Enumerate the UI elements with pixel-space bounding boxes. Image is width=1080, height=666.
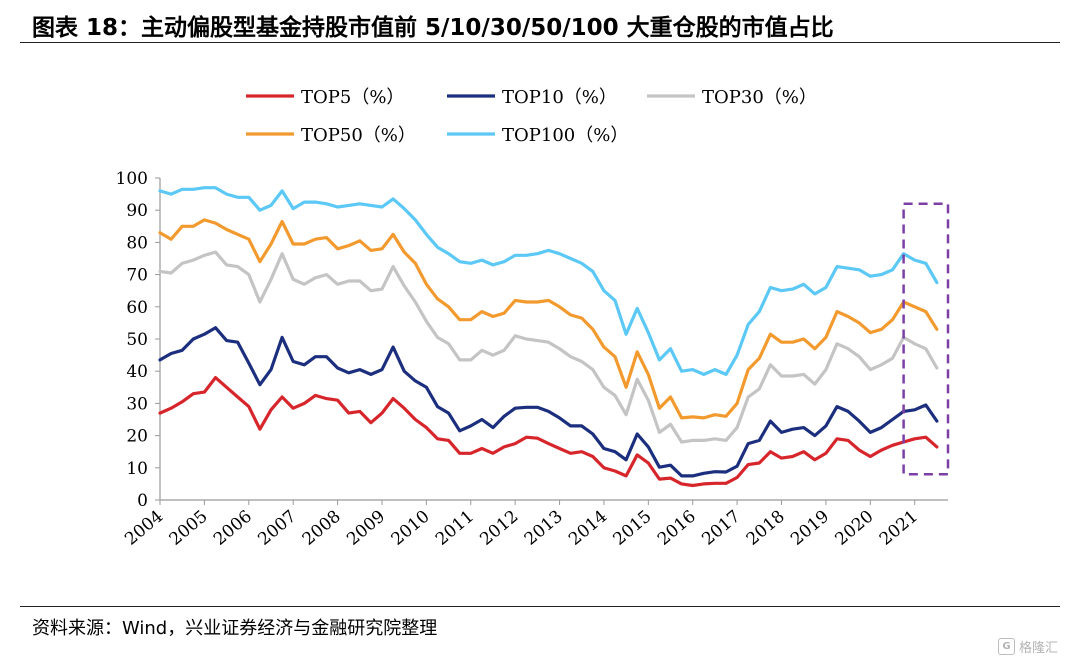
x-tick-label: 2008 [299,507,345,550]
y-tick-label: 40 [126,362,148,382]
y-tick-label: 50 [126,330,148,350]
series-line-3 [158,250,939,444]
x-tick-label: 2016 [654,507,700,550]
x-tick-label: 2010 [388,507,434,550]
title-divider [20,42,1060,43]
series-line-4 [158,218,939,420]
x-tick-label: 2021 [876,507,922,550]
series-line-5 [158,186,939,376]
source-note: 资料来源：Wind，兴业证券经济与金融研究院整理 [32,618,438,639]
series-line-2 [158,326,939,478]
x-tick-label: 2006 [210,507,256,550]
x-tick-label: 2004 [121,507,167,550]
y-tick-label: 10 [126,459,148,479]
chart-annotations [902,202,950,476]
y-tick-label: 60 [126,298,148,318]
legend-label-5: TOP100（%） [502,125,628,146]
y-tick-label: 0 [137,491,148,511]
x-tick-label: 2013 [521,507,567,550]
legend-label-4: TOP50（%） [301,125,416,146]
x-tick-label: 2015 [610,507,656,550]
figure-title: 图表 18：主动偏股型基金持股市值前 5/10/30/50/100 大重仓股的市… [32,15,834,41]
watermark-logo-icon: G [997,638,1015,655]
source-divider [20,606,1060,607]
y-tick-label: 70 [126,266,148,286]
watermark-text: 格隆汇 [1018,641,1058,656]
x-tick-label: 2011 [432,507,478,550]
legend-label-3: TOP30（%） [702,87,817,108]
legend-label-1: TOP5（%） [301,87,404,108]
series-line-1 [158,376,939,488]
highlight-dashed-box [902,202,950,476]
y-tick-label: 30 [126,394,148,414]
chart-series [158,186,939,488]
x-tick-label: 2012 [476,507,522,550]
x-tick-label: 2007 [254,507,300,550]
line-chart: TOP5（%） TOP10（%） TOP30（%） TOP50（%） TOP100（%）… [116,87,950,550]
y-tick-label: 80 [126,233,148,253]
y-tick-label: 100 [116,169,148,189]
legend-label-2: TOP10（%） [502,87,617,108]
x-tick-label: 2020 [832,507,878,550]
chart-axes: 0102030405060708090100200420052006200720… [116,169,948,550]
y-tick-label: 20 [126,427,148,447]
x-tick-label: 2019 [787,507,833,550]
watermark: G 格隆汇 [997,637,1058,656]
chart-legend: TOP5（%） TOP10（%） TOP30（%） TOP50（%） TOP100（%） [246,87,817,146]
x-tick-label: 2009 [343,507,389,550]
x-tick-label: 2017 [698,507,744,550]
x-tick-label: 2005 [166,507,212,550]
x-tick-label: 2018 [743,507,789,550]
y-tick-label: 90 [126,201,148,221]
x-tick-label: 2014 [565,507,611,550]
